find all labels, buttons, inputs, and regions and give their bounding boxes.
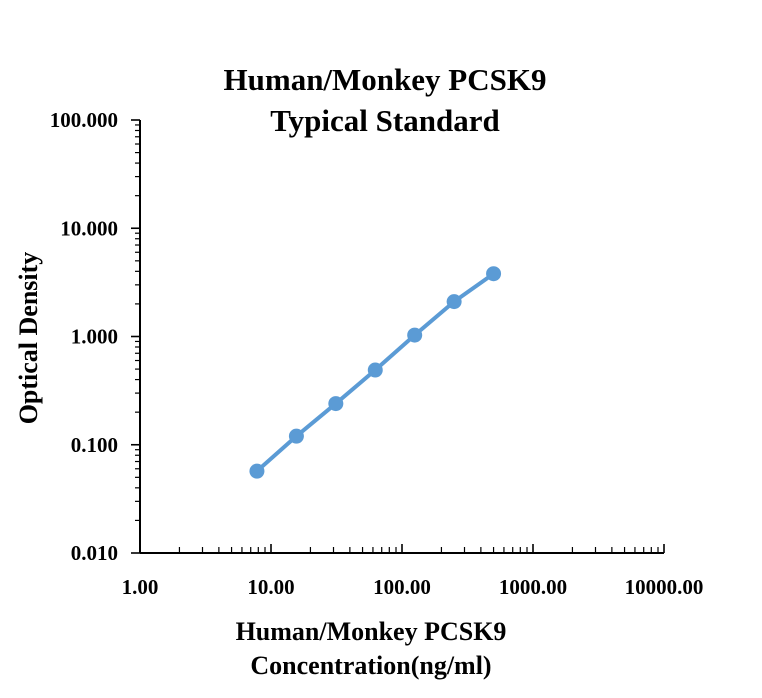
data-point [407,327,423,343]
chart-title-line-1: Human/Monkey PCSK9 [224,62,547,97]
x-axis-title-line-2: Concentration(ng/ml) [250,651,491,680]
data-point [328,396,344,412]
x-axis-title-line-1: Human/Monkey PCSK9 [236,617,507,646]
x-axis-ticks [139,544,665,553]
x-tick-label: 1.00 [122,575,159,599]
y-axis-ticks [131,119,140,554]
y-tick-label: 0.100 [71,433,118,457]
y-tick-label: 10.000 [60,216,118,240]
x-tick-label: 10000.00 [625,575,704,599]
plot-area: 0.010 0.100 1.000 10.000 100.000 1.00 10.00 10… [50,108,704,599]
data-point [288,428,304,444]
data-point [367,362,383,378]
data-point [486,266,502,282]
y-tick-label: 1.000 [71,325,118,349]
x-axis-tick-labels: 1.00 10.00 100.00 1000.00 10000.00 [122,575,704,599]
chart-title-line-2: Typical Standard [270,103,499,138]
y-tick-label: 100.000 [50,108,118,132]
data-point [446,294,462,310]
data-point [249,463,265,479]
y-axis-tick-labels: 0.010 0.100 1.000 10.000 100.000 [50,108,118,565]
x-tick-label: 100.00 [373,575,431,599]
y-tick-label: 0.010 [71,541,118,565]
data-series [249,266,502,479]
y-axis-title: Optical Density [14,252,43,425]
x-tick-label: 10.00 [247,575,294,599]
x-tick-label: 1000.00 [499,575,567,599]
